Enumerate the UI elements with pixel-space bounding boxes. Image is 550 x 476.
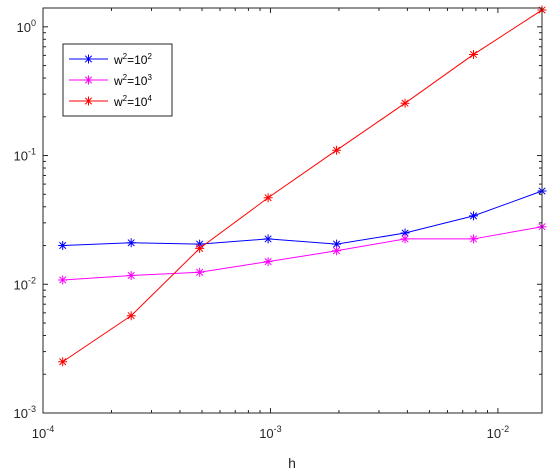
legend-marker <box>84 75 93 85</box>
data-point <box>400 234 410 244</box>
series-line <box>62 190 543 247</box>
legend-entry: w2=104 <box>69 94 152 109</box>
legend-marker <box>84 96 93 106</box>
data-point <box>126 270 136 280</box>
data-point <box>263 193 273 203</box>
x-axis-label: h <box>288 455 296 471</box>
legend-marker <box>84 54 93 64</box>
data-point <box>332 145 342 155</box>
x-tick-label: 10-3 <box>259 424 281 441</box>
data-point <box>469 49 479 59</box>
data-point <box>126 238 136 248</box>
legend-label: w2=102 <box>113 52 152 67</box>
data-point <box>400 98 410 108</box>
data-point <box>58 275 68 285</box>
data-point <box>126 311 136 321</box>
y-tick-label: 100 <box>17 18 36 35</box>
x-tick-label: 10-4 <box>32 424 54 441</box>
legend-label: w2=103 <box>113 73 152 88</box>
axes-box <box>42 7 543 414</box>
data-point <box>332 239 342 249</box>
data-point <box>332 246 342 256</box>
legend: w2=102 w2=103 w2=104 <box>62 43 173 117</box>
data-point <box>195 267 205 277</box>
data-point <box>195 243 205 253</box>
data-point <box>58 357 68 367</box>
y-tick-label: 10-1 <box>14 147 36 164</box>
data-point <box>263 257 273 267</box>
y-tick-label: 10-3 <box>14 404 36 421</box>
data-point <box>263 234 273 244</box>
legend-entry: w2=103 <box>69 73 152 88</box>
tick-layer: 10-4 10-3 10-2 10-3 10-2 10-1 100 <box>14 8 542 441</box>
series-line <box>62 9 543 363</box>
data-point <box>469 211 479 221</box>
legend-entry: w2=102 <box>69 52 152 67</box>
x-tick-label: 10-2 <box>487 424 509 441</box>
data-point <box>400 228 410 238</box>
y-tick-label: 10-2 <box>14 275 36 292</box>
data-point <box>58 241 68 251</box>
legend-label: w2=104 <box>113 94 152 109</box>
data-point <box>469 234 479 244</box>
series-line <box>62 226 543 281</box>
